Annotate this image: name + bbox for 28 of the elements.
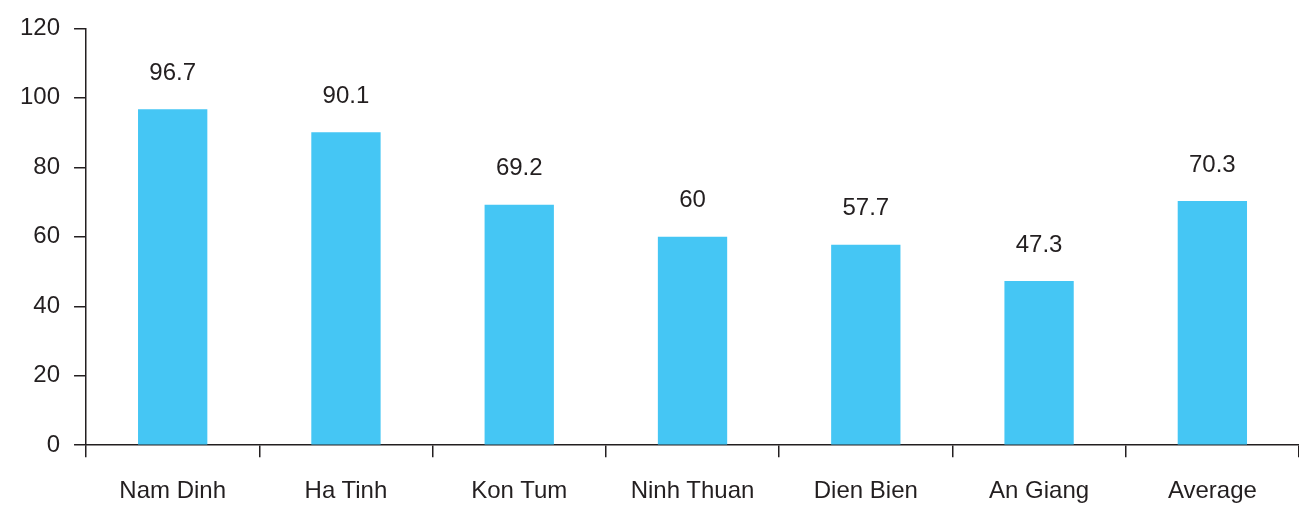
data-label: 90.1 — [322, 80, 370, 108]
x-tick-label: Kon Tum — [471, 476, 568, 504]
bar — [1004, 280, 1074, 445]
x-tick-label: Average — [1167, 476, 1257, 504]
bar — [311, 132, 381, 445]
y-tick-label: 0 — [46, 429, 61, 457]
y-tick-label: 20 — [33, 360, 61, 388]
x-tick-label: Ninh Thuan — [630, 476, 755, 504]
data-label: 69.2 — [495, 153, 543, 181]
data-label: 47.3 — [1015, 229, 1063, 257]
bar — [484, 204, 554, 445]
data-label: 70.3 — [1189, 149, 1236, 177]
x-tick-label: An Giang — [989, 476, 1090, 504]
bar — [831, 244, 901, 445]
data-label: 57.7 — [842, 193, 890, 221]
y-tick-label: 60 — [33, 221, 61, 249]
y-tick-label: 100 — [20, 82, 61, 110]
data-label: 60 — [679, 185, 706, 213]
bar — [138, 109, 208, 445]
bar — [657, 236, 728, 445]
data-label: 96.7 — [149, 57, 197, 85]
x-tick-label: Dien Bien — [813, 476, 918, 504]
x-tick-label: Ha Tinh — [304, 476, 388, 504]
y-tick-label: 80 — [33, 151, 61, 179]
x-tick-label: Nam Dinh — [119, 476, 227, 504]
y-tick-label: 120 — [20, 13, 61, 41]
y-tick-label: 40 — [33, 290, 61, 318]
bar — [1177, 201, 1248, 445]
